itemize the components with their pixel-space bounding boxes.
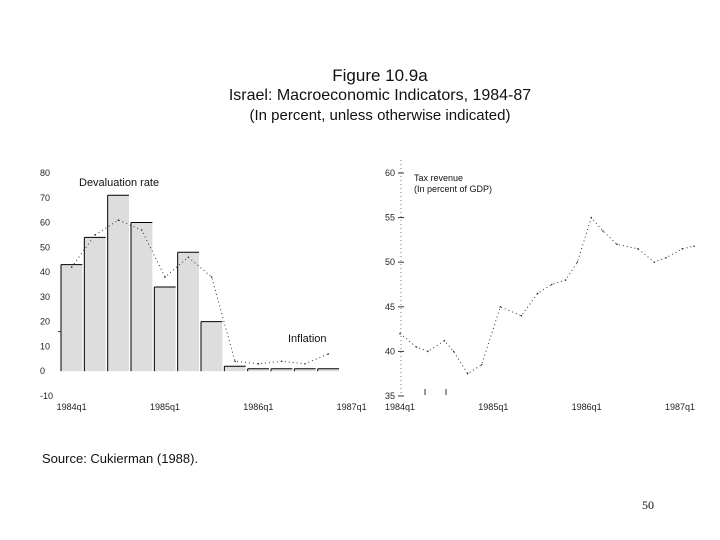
source-note: Source: Cukierman (1988). (42, 451, 199, 466)
page-number: 50 (642, 498, 654, 512)
tax-revenue-point (550, 283, 553, 286)
inflation-point (140, 229, 143, 231)
tax-revenue-point (427, 350, 429, 353)
inflation-point (164, 276, 166, 278)
devaluation-bar (294, 368, 316, 372)
right-y-tick-label: 55 (385, 213, 395, 223)
tax-revenue-point (602, 230, 604, 232)
right-y-tick-label: 40 (385, 346, 395, 356)
right-x-tick-label: 1985q1 (478, 402, 508, 412)
tax-revenue-point (637, 248, 639, 250)
tax-revenue-point (681, 248, 684, 250)
inflation-point (304, 362, 306, 365)
right-y-tick-label: 50 (385, 257, 395, 267)
devaluation-bar (107, 195, 129, 372)
tax-revenue-line (399, 216, 695, 375)
left-x-tick-label: 1984q1 (57, 402, 87, 412)
inflation-point (234, 360, 236, 363)
left-x-tick-label: 1986q1 (243, 402, 273, 412)
left-y-tick-label: 50 (40, 242, 50, 252)
right-y-tick-label: 45 (385, 302, 395, 312)
left-y-tick-label: 80 (40, 168, 50, 178)
figure-subtitle: Israel: Macroeconomic Indicators, 1984-8… (228, 87, 532, 104)
left-y-tick-label: 20 (40, 317, 50, 327)
left-y-tick-label: 60 (40, 218, 50, 228)
inflation-point (117, 219, 120, 221)
left-y-tick-label: 40 (40, 267, 50, 277)
left-y-tick-label: 10 (40, 341, 50, 351)
tax-revenue-point (693, 245, 695, 247)
tax-revenue-point (564, 279, 567, 281)
devaluation-bar (224, 366, 246, 372)
devaluation-bar (154, 286, 176, 372)
tax-revenue-point (480, 363, 483, 366)
inflation-label: Inflation (288, 333, 327, 345)
tax-revenue-point (452, 350, 455, 353)
tax-revenue-point (443, 339, 446, 342)
tax-revenue-point (590, 216, 593, 219)
tax-revenue-point (499, 306, 502, 308)
tax-revenue-unit-label: (In percent of GDP) (414, 184, 492, 194)
left-y-tick-label: -10 (40, 391, 53, 401)
tax-revenue-point (399, 332, 401, 335)
left-y-tick-label: 0 (40, 366, 45, 376)
inflation-point (187, 256, 190, 259)
tax-revenue-point (616, 243, 618, 246)
left-x-tick-label: 1985q1 (150, 402, 180, 412)
tax-revenue-label: Tax revenue (414, 173, 463, 183)
tax-revenue-point (665, 256, 667, 259)
inflation-point (70, 266, 73, 268)
tax-revenue-point (520, 314, 523, 317)
left-y-tick-label: 70 (40, 193, 50, 203)
tax-revenue-point (466, 372, 469, 375)
devaluation-bar (84, 237, 106, 372)
figure-title-block: Figure 10.9a Israel: Macroeconomic Indic… (0, 66, 720, 125)
inflation-point (327, 353, 330, 355)
right-y-tick-label: 35 (385, 391, 395, 401)
inflation-point (210, 276, 213, 278)
tax-revenue-point (536, 292, 539, 295)
left-y-tick-label: 30 (40, 292, 50, 302)
tax-revenue-point (653, 261, 656, 264)
devaluation-bar (131, 222, 153, 372)
inflation-point (94, 234, 96, 236)
inflation-point (257, 362, 260, 365)
devaluation-bar (201, 321, 223, 372)
devaluation-bar (61, 264, 83, 372)
right-x-tick-label: 1986q1 (572, 402, 602, 412)
devaluation-bar (317, 368, 339, 372)
figure-note: (In percent, unless otherwise indicated) (249, 107, 511, 124)
right-x-tick-label: 1984q1 (385, 402, 415, 412)
left-x-tick-label: 1987q1 (337, 402, 367, 412)
tax-revenue-point (415, 346, 418, 348)
devaluation-bar (177, 252, 199, 372)
tax-revenue-point (576, 261, 579, 264)
inflation-point (280, 360, 283, 363)
right-x-tick-label: 1987q1 (665, 402, 695, 412)
right-y-tick-label: 60 (385, 168, 395, 178)
devaluation-bar (247, 368, 269, 372)
devaluation-label: Devaluation rate (79, 177, 159, 189)
devaluation-bar (271, 368, 293, 372)
inflation-line (71, 219, 329, 365)
figure-title: Figure 10.9a (332, 66, 428, 85)
